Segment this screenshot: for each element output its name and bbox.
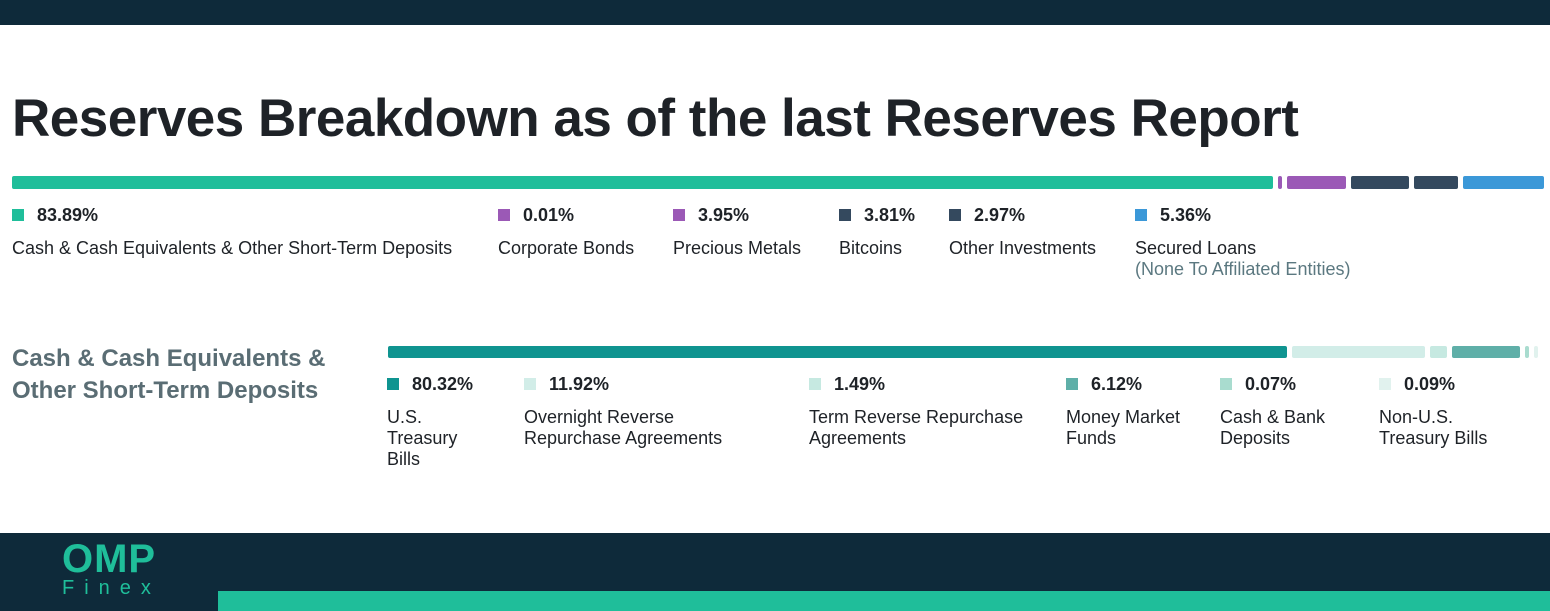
swatch-term-reverse-repo (809, 378, 821, 390)
legend-label-other-investments: Other Investments (949, 238, 1097, 258)
label-line: Cash & Bank (1220, 407, 1326, 427)
legend-label-money-market-funds: Money Market Funds (1066, 407, 1180, 449)
label-line: Overnight Reverse (524, 407, 675, 427)
legend-label-overnight-reverse-repo: Overnight Reverse Repurchase Agreements (524, 407, 722, 449)
cash-segment-u-s-treasury-bills (388, 346, 1287, 358)
data-label-secured-loans: 5.36% (1160, 204, 1212, 225)
swatch-overnight-reverse-repo (524, 378, 536, 390)
label-line: Non-U.S. (1379, 407, 1454, 427)
data-label-precious-metals: 3.95% (698, 204, 750, 225)
label-line: Treasury Bills (1379, 428, 1488, 448)
legend-label-bitcoins: Bitcoins (839, 238, 903, 258)
legend-label-us-treasury-bills: U.S. Treasury Bills (387, 407, 473, 470)
data-label-other-investments: 2.97% (974, 204, 1026, 225)
data-label-cash: 83.89% (37, 204, 99, 225)
legend-item-secured-loans: 5.36% Secured Loans (None To Affiliated … (1135, 204, 1350, 280)
legend-item-precious-metals: 3.95% Precious Metals (673, 204, 801, 259)
logo-sub-text: Finex (62, 577, 161, 599)
swatch-precious-metals (673, 209, 685, 221)
reserves-segment-cash-cash-equivalents-other-short-term-deposits (12, 176, 1274, 189)
legend-item-cash: 83.89% Cash & Cash Equivalents & Other S… (12, 204, 452, 259)
reserves-stacked-bar (12, 176, 1544, 189)
data-label-bitcoins: 3.81% (864, 204, 916, 225)
data-label-money-market-funds: 6.12% (1091, 373, 1143, 394)
sub-heading-line-2: Other Short-Term Deposits (12, 377, 319, 404)
legend-item-corporate-bonds: 0.01% Corporate Bonds (498, 204, 634, 259)
legend-label-cash: Cash & Cash Equivalents & Other Short-Te… (12, 238, 453, 258)
data-label-overnight-reverse-repo: 11.92% (549, 373, 610, 394)
legend-label-term-reverse-repo: Term Reverse Repurchase Agreements (809, 407, 1023, 449)
label-line: Repurchase Agreements (524, 428, 723, 448)
sub-chart-heading: Cash & Cash Equivalents & Other Short-Te… (12, 343, 325, 407)
cash-segment-cash-bank-deposits (1525, 346, 1529, 358)
legend-label-corporate-bonds: Corporate Bonds (498, 238, 635, 258)
legend-label-precious-metals: Precious Metals (673, 238, 802, 258)
label-line: Term Reverse Repurchase (809, 407, 1024, 427)
legend-item-cash-bank-deposits: 0.07% Cash & Bank Deposits (1220, 373, 1325, 449)
legend-item-other-investments: 2.97% Other Investments (949, 204, 1096, 259)
cash-segment-overnight-reverse-repurchase-agreements (1291, 346, 1425, 358)
footer-accent-bar (218, 591, 1550, 611)
legend-item-term-reverse-repo: 1.49% Term Reverse Repurchase Agreements (809, 373, 1023, 449)
label-line: Deposits (1220, 428, 1291, 448)
swatch-corporate-bonds (498, 209, 510, 221)
data-label-us-treasury-bills: 80.32% (412, 373, 474, 394)
data-label-corporate-bonds: 0.01% (523, 204, 575, 225)
reserves-segment-other-investments (1413, 176, 1459, 189)
cash-segment-money-market-funds (1451, 346, 1521, 358)
swatch-cash-bank-deposits (1220, 378, 1232, 390)
legend-item-overnight-reverse-repo: 11.92% Overnight Reverse Repurchase Agre… (524, 373, 722, 449)
legend-label-non-us-treasury-bills: Non-U.S. Treasury Bills (1379, 407, 1487, 449)
page-title: Reserves Breakdown as of the last Reserv… (12, 89, 1299, 148)
sub-heading-line-1: Cash & Cash Equivalents & (12, 345, 326, 372)
swatch-bitcoins (839, 209, 851, 221)
swatch-secured-loans (1135, 209, 1147, 221)
top-band (0, 0, 1550, 25)
swatch-other-investments (949, 209, 961, 221)
label-line: Funds (1066, 428, 1117, 448)
reserves-segment-precious-metals (1287, 176, 1347, 189)
cash-segment-non-u-s-treasury-bills (1534, 346, 1538, 358)
label-line: U.S. (387, 407, 423, 427)
data-label-non-us-treasury-bills: 0.09% (1404, 373, 1456, 394)
legend-item-us-treasury-bills: 80.32% U.S. Treasury Bills (387, 373, 473, 470)
legend-item-bitcoins: 3.81% Bitcoins (839, 204, 915, 259)
legend-item-money-market-funds: 6.12% Money Market Funds (1066, 373, 1180, 449)
legend-note-secured-loans: (None To Affiliated Entities) (1135, 259, 1351, 279)
swatch-non-us-treasury-bills (1379, 378, 1391, 390)
label-line: Agreements (809, 428, 907, 448)
reserves-segment-secured-loans (1463, 176, 1544, 189)
legend-label-cash-bank-deposits: Cash & Bank Deposits (1220, 407, 1325, 449)
reserves-segment-corporate-bonds (1278, 176, 1283, 189)
logo: OMP Finex (62, 539, 161, 599)
label-line: Treasury (387, 428, 458, 448)
reserves-segment-bitcoins (1351, 176, 1409, 189)
swatch-cash (12, 209, 24, 221)
legend-label-secured-loans: Secured Loans (1135, 238, 1257, 258)
label-line: Money Market (1066, 407, 1181, 427)
footer-band: OMP Finex (0, 533, 1550, 611)
label-line: Bills (387, 449, 421, 469)
swatch-us-treasury-bills (387, 378, 399, 390)
data-label-cash-bank-deposits: 0.07% (1245, 373, 1297, 394)
cash-stacked-bar (388, 346, 1538, 358)
data-label-term-reverse-repo: 1.49% (834, 373, 886, 394)
logo-main-text: OMP (62, 537, 157, 581)
swatch-money-market-funds (1066, 378, 1078, 390)
cash-segment-term-reverse-repurchase-agreements (1429, 346, 1447, 358)
legend-item-non-us-treasury-bills: 0.09% Non-U.S. Treasury Bills (1379, 373, 1487, 449)
